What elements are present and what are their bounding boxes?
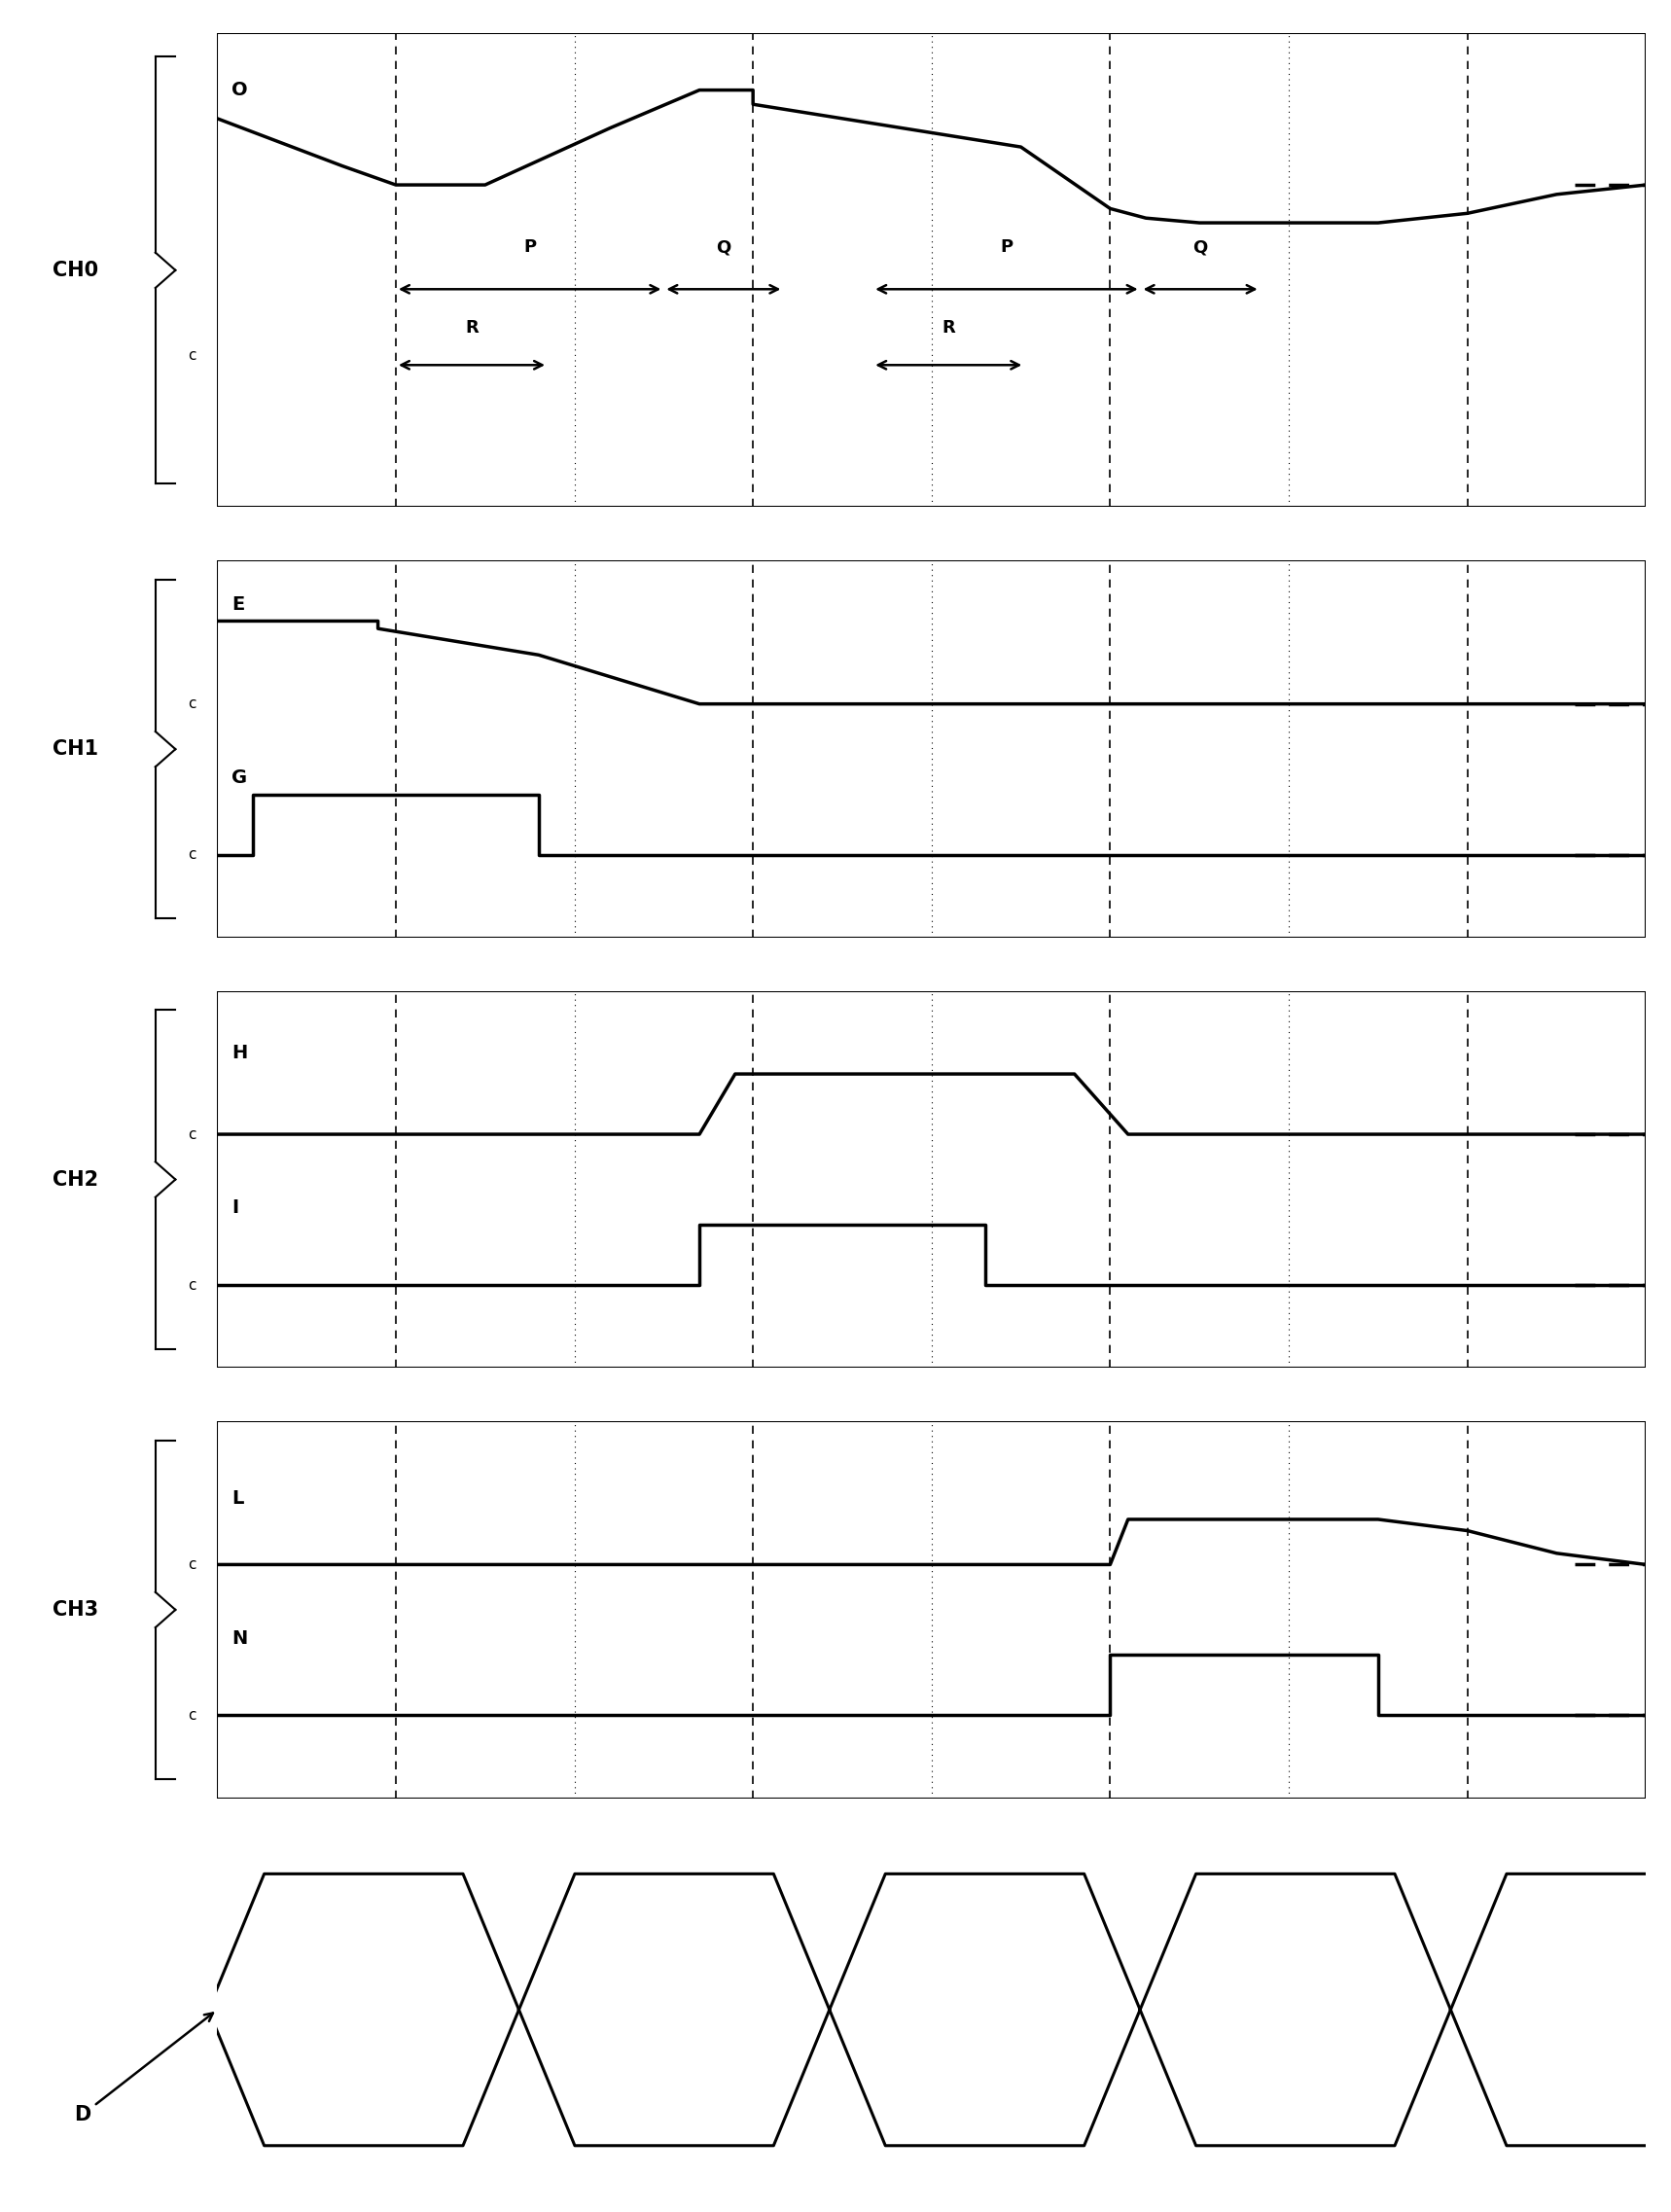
Text: c: c <box>187 847 196 863</box>
Text: CH1: CH1 <box>52 739 99 759</box>
Text: c: c <box>187 1279 196 1292</box>
Text: I: I <box>232 1199 239 1217</box>
Text: P: P <box>523 239 536 257</box>
Text: N: N <box>232 1628 247 1648</box>
Text: R: R <box>942 319 956 336</box>
Text: P: P <box>1001 239 1013 257</box>
Text: CH0: CH0 <box>52 261 99 281</box>
Text: c: c <box>187 1557 196 1573</box>
Text: c: c <box>187 1126 196 1141</box>
Text: c: c <box>187 697 196 712</box>
Text: R: R <box>465 319 478 336</box>
Text: E: E <box>232 595 244 613</box>
Text: G: G <box>232 768 247 787</box>
Text: CH2: CH2 <box>52 1170 99 1190</box>
Text: O: O <box>232 82 247 100</box>
Text: c: c <box>187 347 196 363</box>
Text: H: H <box>232 1044 247 1062</box>
Text: CH3: CH3 <box>52 1599 99 1619</box>
Text: c: c <box>187 1708 196 1723</box>
Text: Q: Q <box>1193 239 1208 257</box>
Text: Q: Q <box>717 239 730 257</box>
Text: D: D <box>74 2013 212 2124</box>
Text: L: L <box>232 1489 244 1509</box>
